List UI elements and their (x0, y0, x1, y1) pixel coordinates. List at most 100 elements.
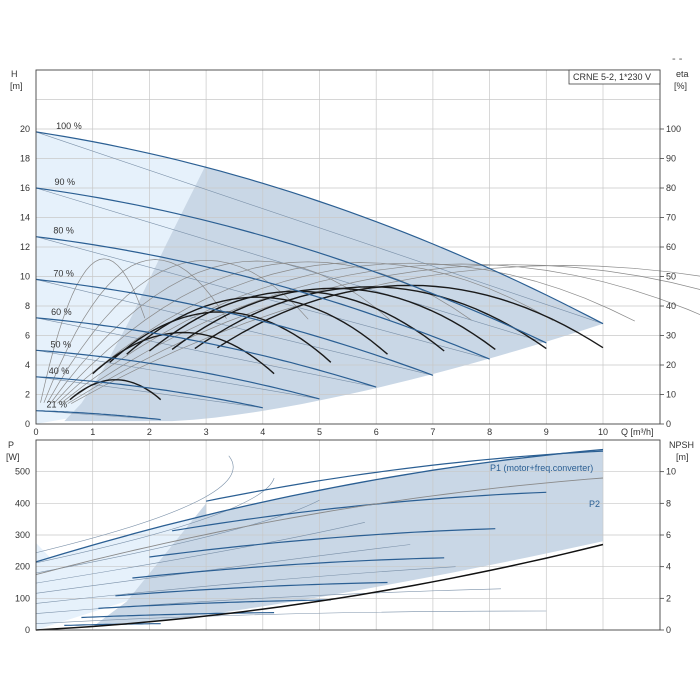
head-tick-label: 4 (25, 360, 30, 370)
flow-tick-label: 3 (204, 427, 209, 437)
head-tick-label: 14 (20, 213, 30, 223)
power-speed-curve (132, 557, 445, 579)
flow-tick-label: 9 (544, 427, 549, 437)
head-axis-label-unit: [m] (10, 81, 23, 91)
speed-guide-line (35, 131, 604, 324)
flow-tick-label: 5 (317, 427, 322, 437)
power-guide-line (35, 610, 547, 624)
head-thin-arc (43, 259, 227, 403)
speed-label: 21 % (47, 400, 68, 410)
power-guide-line (35, 566, 456, 604)
eta-tick-label: 10 (666, 390, 676, 400)
head-tick-label: 2 (25, 390, 30, 400)
speed-curve (35, 317, 377, 388)
power-guide-line (35, 522, 365, 584)
head-tick-label: 8 (25, 301, 30, 311)
flow-tick-label: 2 (147, 427, 152, 437)
speed-curve (35, 349, 320, 400)
efficiency-curve (194, 286, 547, 350)
npsh-axis-unit: [m] (676, 452, 689, 462)
efficiency-curves (69, 284, 604, 401)
flow-tick-label: 8 (487, 427, 492, 437)
npsh-tick-label: 8 (666, 498, 671, 508)
power-speed-curve (172, 491, 547, 532)
efficiency-curve (171, 287, 496, 350)
speed-label: 100 % (56, 121, 82, 131)
flow-axis-label: Q [m³/h] (621, 427, 654, 437)
speed-guide-line (35, 410, 161, 420)
head-y-ticks: 0 2 4 6 8 10 12 14 16 18 20 (20, 124, 30, 429)
speed-label: 40 % (49, 366, 70, 376)
npsh-tick-label: 4 (666, 562, 671, 572)
power-tick-label: 200 (15, 562, 30, 572)
head-panel-grid (36, 70, 660, 424)
head-thin-arc (71, 265, 700, 404)
speed-curve (35, 376, 263, 409)
speed-guide-line (35, 317, 377, 388)
head-thin-arc (50, 260, 391, 404)
npsh-y-ticks: 0 2 4 6 8 10 (660, 467, 676, 635)
flow-tick-label: 10 (598, 427, 608, 437)
eta-tick-label: 100 (666, 124, 681, 134)
power-guide-line (35, 477, 275, 564)
operating-area (64, 164, 604, 422)
power-guide-line (35, 544, 411, 594)
npsh-curve (35, 543, 604, 631)
head-tick-label: 12 (20, 242, 30, 252)
eta-axis-unit: [%] (674, 81, 687, 91)
speed-curve (35, 131, 604, 325)
eta-tick-label: 80 (666, 183, 676, 193)
power-speed-curve (149, 528, 496, 558)
eta-tick-label: 30 (666, 331, 676, 341)
power-speed-curve (205, 450, 604, 502)
head-tick-label: 20 (20, 124, 30, 134)
flow-tick-label: 6 (374, 427, 379, 437)
power-tick-label: 300 (15, 530, 30, 540)
head-thin-arc (67, 264, 700, 404)
eta-tick-label: 40 (666, 301, 676, 311)
head-thin-arc (40, 258, 146, 403)
eta-tick-label: 90 (666, 154, 676, 164)
speed-guide-line (35, 187, 547, 344)
efficiency-curve (69, 379, 162, 401)
speed-curve (35, 187, 547, 344)
eta-axis-label: eta (676, 69, 689, 79)
head-tick-label: 16 (20, 183, 30, 193)
power-speed-curve (81, 612, 275, 619)
p2-label: P2 (589, 499, 600, 509)
head-tick-label: 10 (20, 272, 30, 282)
eta-tick-label: 20 (666, 360, 676, 370)
head-thin-curves (35, 131, 700, 420)
power-axis-label-unit: [W] (6, 452, 20, 462)
flow-tick-label: 4 (260, 427, 265, 437)
power-tick-label: 100 (15, 593, 30, 603)
head-thin-arc (64, 263, 700, 404)
power-guide-line (35, 455, 234, 554)
eta-tick-label: 70 (666, 213, 676, 223)
head-thin-arc (46, 259, 309, 404)
eta-y-ticks: 0 10 20 30 40 50 60 70 80 90 100 (660, 124, 681, 429)
p2-curve (35, 477, 604, 576)
speed-curves (35, 131, 604, 421)
power-axis-label-p: P (8, 440, 14, 450)
eta-tick-label: 0 (666, 419, 671, 429)
power-area (92, 449, 603, 627)
power-panel-grid (36, 440, 660, 630)
speed-labels: 100 % 90 % 80 % 70 % 60 % 50 % 40 % 21 % (47, 121, 82, 410)
speed-curve (35, 236, 490, 360)
head-tick-label: 0 (25, 419, 30, 429)
eta-tick-label: 50 (666, 272, 676, 282)
speed-guide-line (35, 349, 320, 400)
speed-label: 50 % (51, 339, 72, 349)
p1-curve (35, 448, 604, 563)
head-tick-label: 6 (25, 331, 30, 341)
speed-curve (35, 410, 161, 421)
speed-curve (35, 278, 434, 376)
head-axis-label-h: H (11, 69, 18, 79)
npsh-axis-label: NPSH (669, 440, 694, 450)
chart-title: CRNE 5-2, 1*230 V (573, 72, 651, 82)
power-speed-curve (98, 599, 331, 609)
power-speed-curve (115, 581, 388, 597)
